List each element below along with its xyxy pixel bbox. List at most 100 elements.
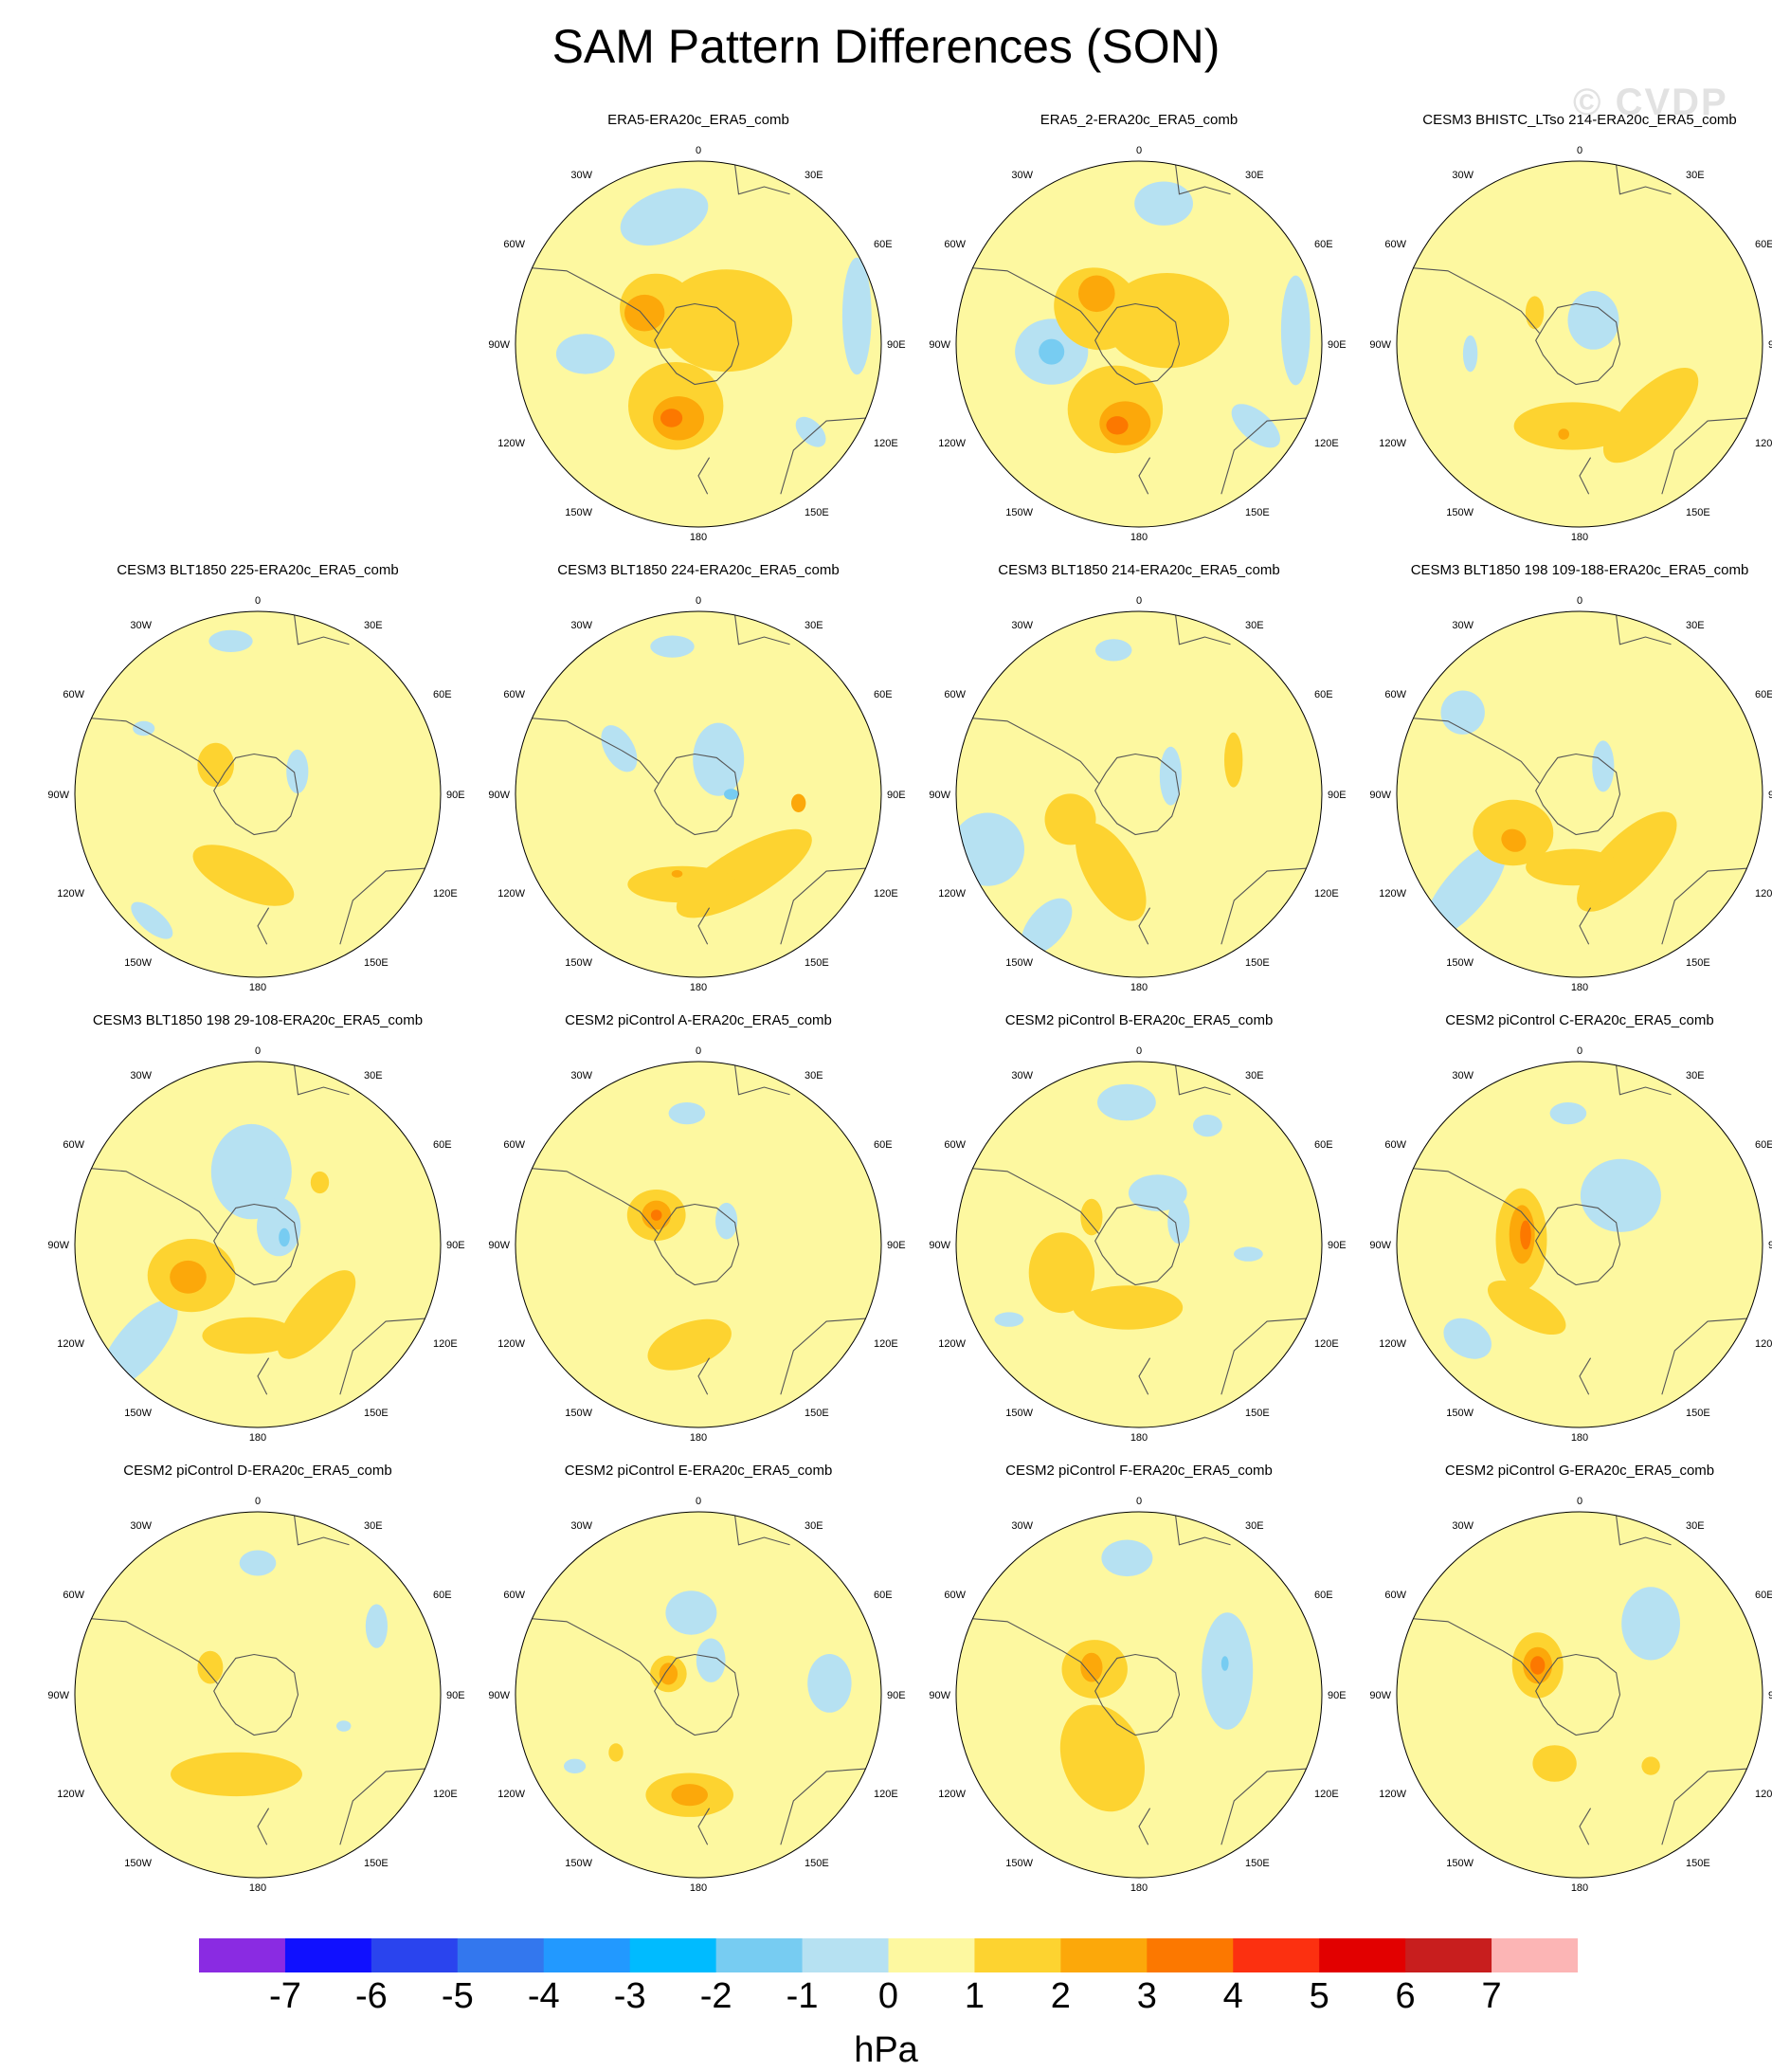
map-boundary [1396,610,1763,978]
longitude-label: 0 [1136,1496,1142,1507]
longitude-label: 60W [503,1590,525,1601]
longitude-label: 60W [63,1139,84,1151]
map-boundary [1396,160,1763,528]
map-panel: CESM2 piControl C-ERA20c_ERA5_comb 0 30W 30… [1360,1012,1772,1463]
longitude-label: 0 [255,595,261,607]
continent-coastline [1579,907,1592,945]
anomaly-contour-neg1 [1280,275,1311,386]
longitude-label: 90E [1768,790,1772,801]
continent-coastline [1502,1200,1540,1234]
longitude-label: 120W [57,1789,84,1800]
anomaly-contour-neg1 [1021,898,1073,954]
longitude-label: 30W [1011,1520,1033,1532]
colorbar-swatch [1060,1938,1148,1972]
colorbar-tick-label: 2 [1050,1976,1071,2016]
continent-coastline [780,1317,878,1395]
map-boundary [515,160,882,528]
longitude-label: 90W [488,790,510,801]
map-panel: ERA5-ERA20c_ERA5_comb 0 30W 30E 60W 60E 90W 90E… [479,112,918,562]
longitude-label: 90E [1328,790,1347,801]
longitude-label: 180 [1571,982,1588,993]
continent-coastline [1061,750,1099,784]
longitude-label: 90W [488,1240,510,1251]
longitude-label: 150E [805,957,829,969]
anomaly-contour-pos2 [1558,428,1569,440]
anomaly-contour-neg2 [279,1227,290,1247]
longitude-label: 150W [1005,1408,1033,1419]
continent-coastline [1616,1515,1672,1546]
continent-coastline [621,750,659,784]
longitude-label: 120W [1379,438,1406,449]
anomaly-contour-neg1 [1094,639,1132,662]
longitude-label: 120E [1314,1789,1339,1800]
map-boundary [74,1061,442,1428]
continent-coastline [257,907,270,945]
longitude-label: 90W [47,790,69,801]
panel-title: CESM3 BLT1850 214-ERA20c_ERA5_comb [998,562,1280,578]
map-panel: CESM3 BLT1850 224-ERA20c_ERA5_comb 0 30W 30… [479,562,918,1012]
longitude-label: 180 [1571,1432,1588,1444]
colorbar-tick-label: 0 [877,1976,899,2016]
longitude-label: 90E [1328,1690,1347,1701]
map-panel: ERA5_2-ERA20c_ERA5_comb 0 30W 30E 60W 60E 90W 9… [919,112,1359,562]
continent-coastline [1138,1808,1151,1845]
longitude-label: 150W [565,1408,592,1419]
continent-coastline [1221,866,1319,945]
anomaly-contour-pos2 [671,1784,708,1807]
continent-coastline [780,416,878,495]
longitude-label: 150W [124,957,152,969]
figure-title: SAM Pattern Differences (SON) [551,20,1221,73]
colorbar-swatch [888,1938,975,1972]
anomaly-contour-pos1 [1073,1285,1184,1330]
longitude-label: 150W [1446,1858,1474,1869]
watermark: © CVDP [1573,82,1728,123]
map-boundary [515,610,882,978]
longitude-label: 60W [503,1139,525,1151]
longitude-label: 60E [433,1590,452,1601]
longitude-label: 120W [57,1338,84,1350]
longitude-label: 30W [570,1520,592,1532]
antarctica-coastline [1535,1653,1621,1736]
anomaly-contour-neg1 [1592,740,1615,792]
longitude-label: 60W [944,1590,966,1601]
continent-coastline [1175,1515,1231,1546]
longitude-label: 90W [47,1690,69,1701]
longitude-label: 60E [433,1139,452,1151]
continent-coastline [1138,457,1151,495]
longitude-label: 150E [364,1408,389,1419]
antarctica-coastline [213,1653,299,1736]
anomaly-contour-neg1 [956,812,1024,886]
longitude-label: 60W [944,1139,966,1151]
continent-coastline [1661,1317,1760,1395]
longitude-label: 60E [433,689,452,700]
longitude-label: 60E [1755,1590,1772,1601]
longitude-label: 150W [1005,1858,1033,1869]
continent-coastline [81,1167,182,1202]
map-boundary [515,1511,882,1879]
longitude-label: 60E [874,1139,893,1151]
continent-coastline [1403,1617,1504,1652]
continent-coastline [339,1317,438,1395]
colorbar-tick-label: 3 [1136,1976,1157,2016]
polar-map: 0 30W 30E 60W 60E 90W 90E 120W 120E 150W 150E 180 [929,145,1346,543]
longitude-label: 60E [874,1590,893,1601]
continent-coastline [697,457,711,495]
continent-coastline [1616,614,1672,645]
longitude-label: 120W [938,438,966,449]
longitude-label: 90E [1768,339,1772,351]
anomaly-contour-pos2 [1078,275,1115,313]
longitude-label: 150E [1245,957,1270,969]
map-boundary [955,1061,1323,1428]
longitude-label: 60E [1755,689,1772,700]
longitude-label: 30E [1245,620,1264,631]
panel-title: CESM2 piControl C-ERA20c_ERA5_comb [1445,1012,1714,1028]
longitude-label: 30E [1245,1520,1264,1532]
anomaly-contour-neg1 [1101,1539,1153,1577]
longitude-label: 90E [1768,1690,1772,1701]
anomaly-contour-pos1 [1525,296,1545,330]
continent-coastline [734,614,790,645]
continent-coastline [1579,457,1592,495]
longitude-label: 30E [805,1070,823,1081]
continent-coastline [1221,416,1319,495]
longitude-label: 90E [887,339,906,351]
